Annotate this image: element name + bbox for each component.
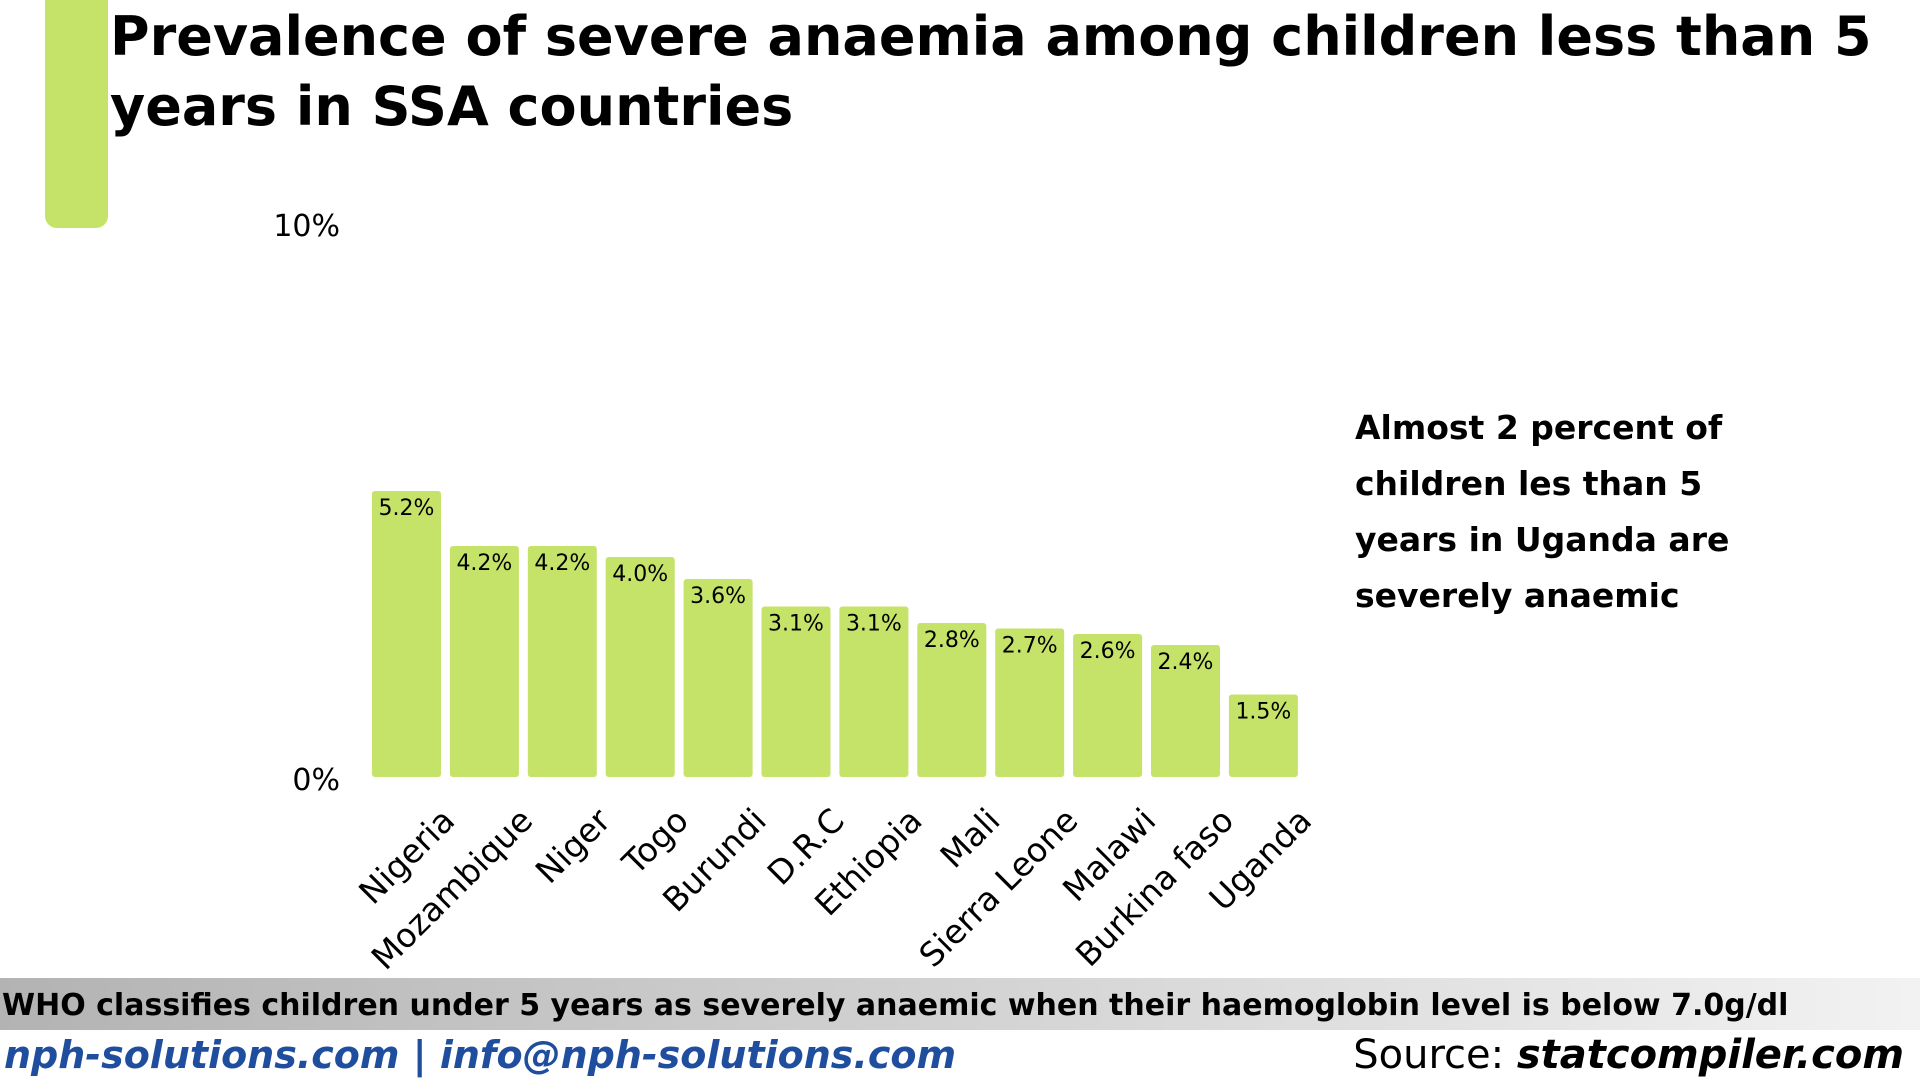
category-label: Niger	[528, 800, 619, 891]
bar-mozambique	[449, 546, 519, 777]
source-label: Source:	[1353, 1032, 1505, 1078]
bar-malawi	[1073, 634, 1143, 777]
footnote-text: WHO classifies children under 5 years as…	[2, 988, 1789, 1023]
bar-series: 5.2%Nigeria4.2%Mozambique4.2%Niger4.0%To…	[351, 491, 1319, 977]
bar-value-label: 5.2%	[379, 496, 435, 521]
bar-value-label: 2.7%	[1002, 634, 1058, 659]
bar-value-label: 4.0%	[612, 562, 668, 587]
bar-uganda	[1228, 694, 1298, 777]
bar-nigeria	[372, 491, 441, 777]
bar-value-label: 2.6%	[1080, 639, 1136, 664]
bar-sierra-leone	[995, 628, 1065, 777]
source-value[interactable]: statcompiler.com	[1516, 1032, 1904, 1078]
bar-value-label: 2.8%	[924, 628, 980, 653]
bar-burundi	[683, 579, 753, 777]
bar-burkina-faso	[1151, 645, 1220, 777]
source-credit: Source: statcompiler.com	[1353, 1032, 1904, 1078]
title-accent-bar	[45, 0, 108, 228]
page-title: Prevalence of severe anaemia among child…	[110, 5, 1872, 138]
bar-niger	[527, 546, 597, 777]
bar-mali	[917, 623, 987, 777]
footnote-band	[0, 978, 1920, 1030]
y-tick-max: 10%	[273, 209, 340, 244]
bar-togo	[605, 557, 675, 777]
bar-value-label: 3.6%	[690, 584, 746, 609]
bar-value-label: 4.2%	[456, 551, 512, 576]
bar-value-label: 1.5%	[1235, 700, 1291, 725]
bar-value-label: 3.1%	[846, 612, 902, 637]
bar-value-label: 3.1%	[768, 612, 824, 637]
bar-ethiopia	[839, 606, 909, 777]
y-tick-min: 0%	[292, 763, 340, 798]
bar-chart: 10% 0% 5.2%Nigeria4.2%Mozambique4.2%Nige…	[273, 209, 1319, 977]
chart-annotation: Almost 2 percent of children les than 5 …	[1355, 408, 1730, 615]
bar-value-label: 4.2%	[534, 551, 590, 576]
website-link[interactable]: nph-solutions.com | info@nph-solutions.c…	[4, 1033, 957, 1077]
bar-d-r-c	[761, 606, 831, 777]
bar-value-label: 2.4%	[1158, 650, 1214, 675]
